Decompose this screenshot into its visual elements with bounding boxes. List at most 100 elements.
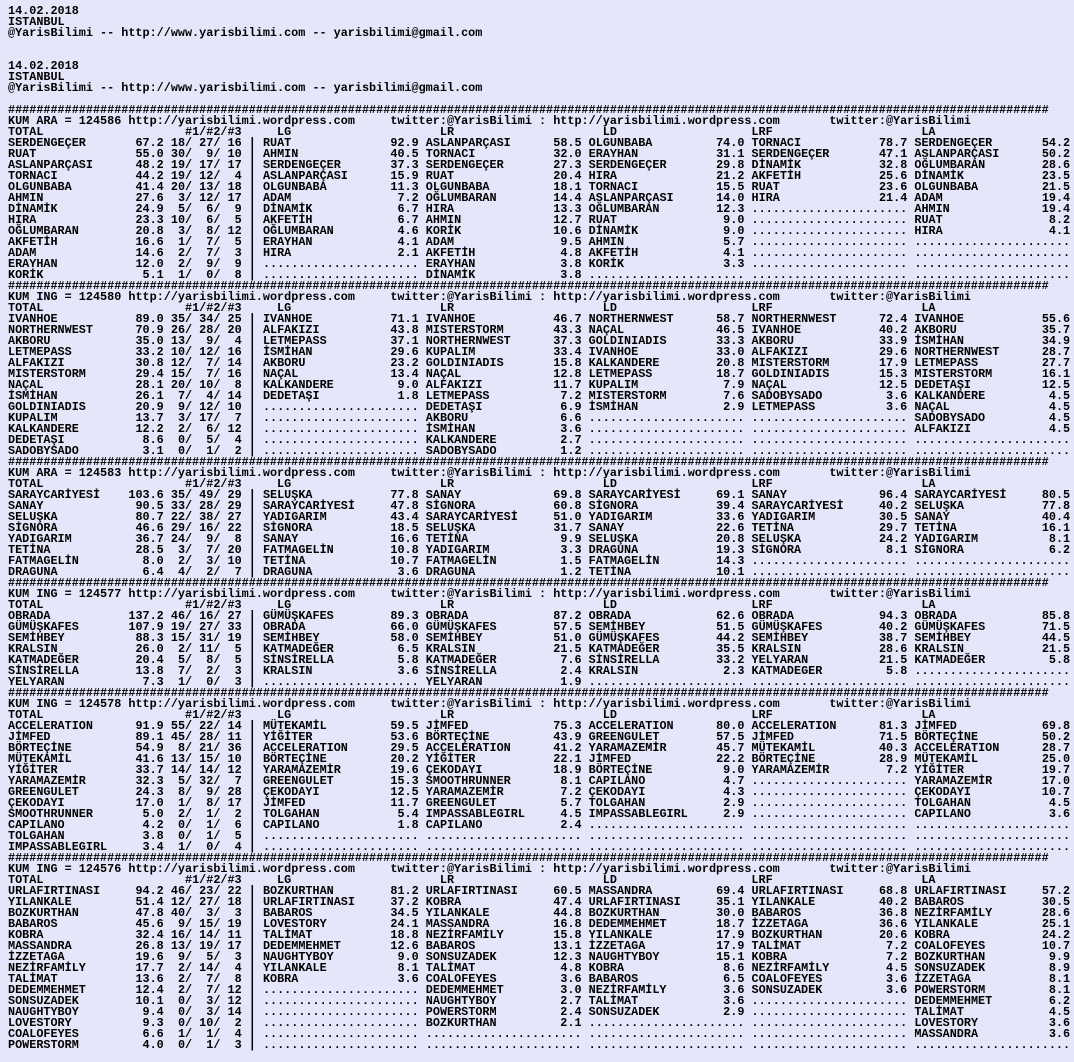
table-row: SELUŞKA 80.7 22/ 38/ 27 | YADIGARIM 43.4… bbox=[8, 511, 1074, 523]
table-row: NEZİRFAMİLY 17.7 2/ 14/ 4 | YILANKALE 8.… bbox=[8, 961, 1074, 975]
lrf-name: SERDENGEÇER bbox=[751, 147, 872, 161]
place-counts: 0/ 5/ 4 bbox=[170, 433, 242, 447]
separator: ########################################… bbox=[8, 576, 1049, 590]
ld-empty-filler: ...................... bbox=[588, 818, 745, 832]
column-header-total: TOTAL bbox=[8, 477, 44, 491]
site-link: http://yarisbilimi.wordpress.com bbox=[553, 587, 780, 601]
la-value: 21.5 bbox=[1034, 180, 1071, 194]
ld-value: 17.9 bbox=[709, 939, 745, 953]
lrf-empty-filler: ...................... bbox=[751, 444, 908, 458]
table-row: ASLANPARÇASI 48.2 19/ 17/ 17 | SERDENGEÇ… bbox=[8, 158, 1074, 172]
spacer bbox=[164, 1040, 171, 1051]
ld-name: ERAYHAN bbox=[588, 147, 710, 161]
lrf-empty-filler: ...................... bbox=[751, 213, 908, 227]
total-score: 90.5 bbox=[128, 499, 164, 513]
lr-value: 3.8 bbox=[546, 257, 582, 271]
lrf-value: 7.2 bbox=[871, 950, 908, 964]
ld-value: 7.9 bbox=[709, 378, 745, 392]
horse-name: SİNSİRELLA bbox=[8, 664, 129, 678]
column-divider: | bbox=[248, 719, 256, 733]
column-header-picks: #1/#2/#3 bbox=[185, 477, 242, 491]
lrf-value: 28.9 bbox=[871, 752, 908, 766]
table-row: ACCELERATION 91.9 55/ 22/ 14 | MÜTEKAMİL… bbox=[8, 719, 1074, 733]
lr-name: SEMİHBEY bbox=[425, 631, 547, 645]
column-header-total: TOTAL bbox=[8, 598, 44, 612]
lg-name: YARAMAZEMİR bbox=[262, 763, 384, 777]
total-score: 89.1 bbox=[128, 730, 164, 744]
place-counts: 19/ 17/ 17 bbox=[170, 158, 242, 172]
lrf-name: KRALSIN bbox=[751, 642, 872, 656]
la-value: 44.5 bbox=[1034, 631, 1071, 645]
table-row: SANAY 90.5 33/ 28/ 29 | SARAYCARİYESİ 47… bbox=[8, 499, 1074, 513]
la-value: 8.1 bbox=[1034, 532, 1071, 546]
place-counts: 14/ 14/ 12 bbox=[170, 763, 242, 777]
column-divider: | bbox=[248, 730, 256, 744]
lg-name: AHMIN bbox=[262, 147, 384, 161]
horse-name: SMOOTHRUNNER bbox=[8, 807, 129, 821]
lg-name: ÇEKODAYI bbox=[262, 785, 384, 799]
la-value: 6.2 bbox=[1034, 994, 1071, 1008]
lrf-name: İZZETAGA bbox=[751, 917, 872, 931]
total-score: 9.4 bbox=[128, 1005, 164, 1019]
lrf-empty-filler: ...................... bbox=[751, 840, 908, 854]
lg-value: 6.5 bbox=[383, 642, 419, 656]
la-name: SADOBYSADO bbox=[914, 411, 1035, 425]
la-name: SONSUZADEK bbox=[914, 961, 1035, 975]
horse-name: SADOBYSADO bbox=[8, 444, 129, 458]
lr-name: GÜMÜŞKAFES bbox=[425, 620, 547, 634]
total-score: 13.8 bbox=[128, 664, 164, 678]
total-score: 8.6 bbox=[128, 433, 164, 447]
separator: ########################################… bbox=[8, 455, 1049, 469]
column-header-lr: LR bbox=[439, 301, 455, 315]
lrf-empty-filler: ...................... bbox=[751, 411, 908, 425]
horse-name: ÇEKODAYI bbox=[8, 796, 129, 810]
column-header-la: LA bbox=[921, 708, 936, 722]
table-row: TOLGAHAN 3.8 0/ 1/ 5 | .................… bbox=[8, 829, 1074, 843]
race-block: ########################################… bbox=[8, 455, 1074, 578]
lg-name: ADAM bbox=[262, 191, 384, 205]
lrf-empty-filler: ...................... bbox=[751, 554, 908, 568]
la-name: RUAT bbox=[914, 213, 1035, 227]
la-name: BOZKURTHAN bbox=[914, 950, 1035, 964]
column-divider: | bbox=[248, 961, 256, 975]
horse-name: DİNAMİK bbox=[8, 202, 129, 216]
la-value: 28.7 bbox=[1034, 345, 1071, 359]
la-value: 27.7 bbox=[1034, 356, 1071, 370]
column-divider: | bbox=[248, 939, 256, 953]
table-row: IVANHOE 89.0 35/ 34/ 25 | IVANHOE 71.1 I… bbox=[8, 313, 1074, 325]
place-counts: 2/ 11/ 5 bbox=[170, 642, 242, 656]
total-score: 24.3 bbox=[128, 785, 164, 799]
lr-value: 7.2 bbox=[546, 389, 582, 403]
site-link: http://yarisbilimi.wordpress.com bbox=[128, 466, 355, 480]
lrf-value: 81.3 bbox=[871, 719, 908, 733]
la-name: SELUŞKA bbox=[914, 499, 1035, 513]
lrf-value: 3.6 bbox=[871, 972, 908, 986]
ld-name: GREENGULET bbox=[588, 730, 710, 744]
la-name: OĞLUMBARAN bbox=[914, 158, 1035, 172]
lrf-empty-filler: ...................... bbox=[751, 433, 908, 447]
lrf-empty-filler: ...................... bbox=[751, 829, 908, 843]
lg-value: 24.1 bbox=[383, 917, 419, 931]
ld-name: TOLGAHAN bbox=[588, 796, 710, 810]
total-score: 6.6 bbox=[128, 1027, 164, 1041]
ld-value: 4.7 bbox=[709, 774, 745, 788]
la-name: NEZİRFAMİLY bbox=[914, 906, 1035, 920]
lrf-name: OBRADA bbox=[751, 609, 872, 623]
horse-name: ACCELERATION bbox=[8, 719, 129, 733]
ld-name: IMPASSABLEGIRL bbox=[588, 807, 710, 821]
lg-name: AKBORU bbox=[262, 356, 384, 370]
lg-name: SEMİHBEY bbox=[262, 631, 384, 645]
lg-name: SİNSİRELLA bbox=[262, 653, 384, 667]
column-divider: | bbox=[248, 246, 256, 260]
la-name: YİĞİTER bbox=[914, 763, 1035, 777]
spacer bbox=[419, 1040, 426, 1051]
ld-name: ASLANPARÇASI bbox=[588, 191, 710, 205]
place-counts: 3/ 12/ 17 bbox=[170, 191, 242, 205]
lr-value: 18.1 bbox=[546, 180, 582, 194]
ld-value: 8.6 bbox=[709, 961, 745, 975]
column-divider: | bbox=[248, 1016, 256, 1030]
twitter-handle: twitter:@YarisBilimi bbox=[390, 466, 532, 480]
column-header-ld: LD bbox=[602, 477, 617, 491]
table-row: YELYARAN 7.3 1/ 0/ 3 | .................… bbox=[8, 676, 1074, 688]
horse-name: SİGNORA bbox=[8, 521, 129, 535]
